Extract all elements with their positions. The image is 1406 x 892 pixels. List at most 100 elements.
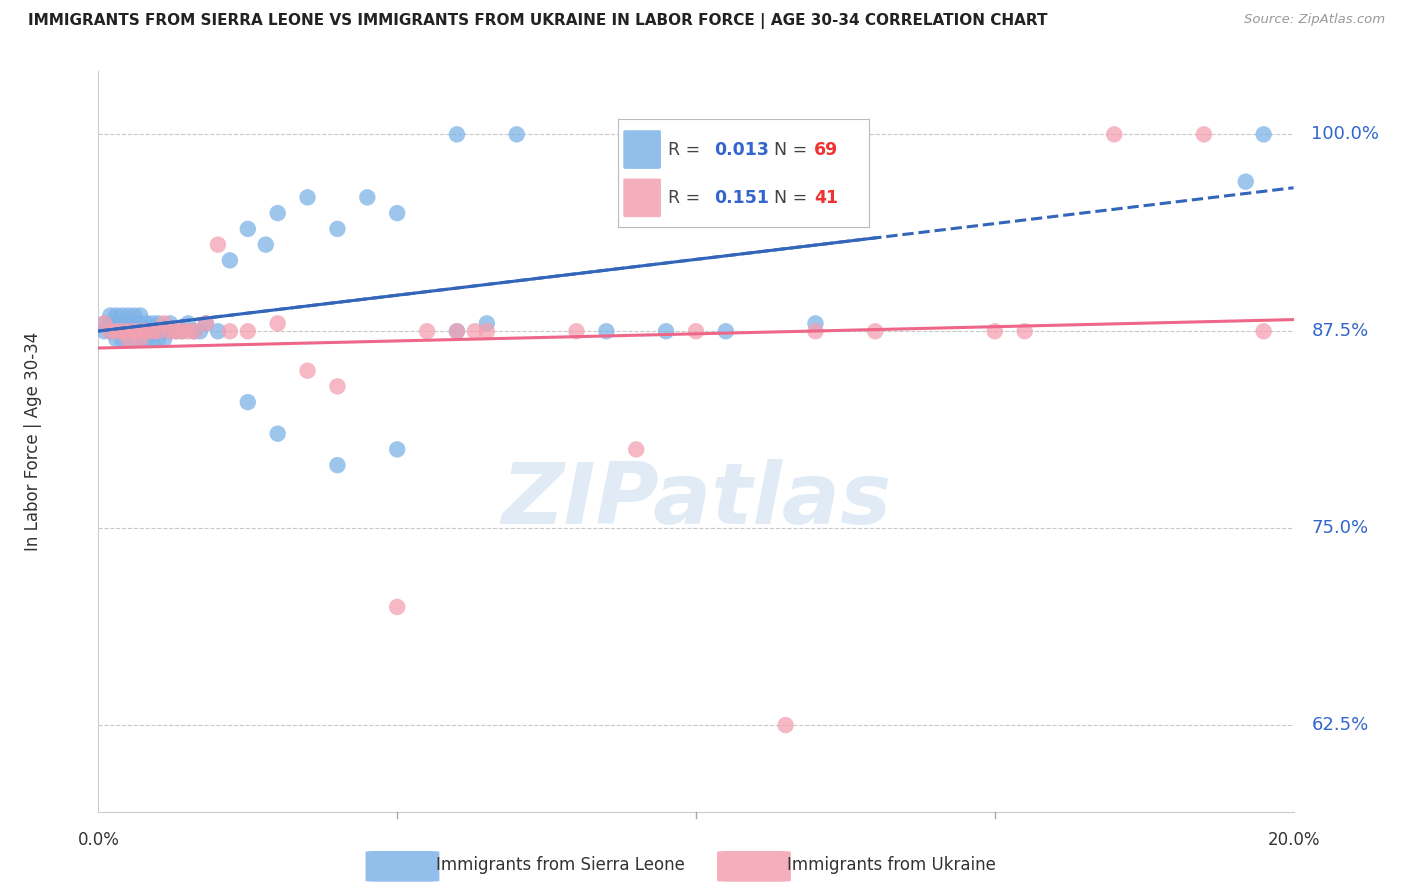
Text: R =: R =: [668, 189, 700, 207]
Point: [685, 324, 707, 338]
Point: [159, 324, 181, 338]
Point: [1104, 128, 1126, 142]
Point: [385, 206, 409, 220]
Point: [183, 324, 205, 338]
Point: [326, 222, 349, 236]
Text: In Labor Force | Age 30-34: In Labor Force | Age 30-34: [24, 332, 42, 551]
Point: [141, 317, 163, 331]
Point: [117, 324, 139, 338]
Text: Immigrants from Ukraine: Immigrants from Ukraine: [787, 856, 997, 874]
Point: [135, 332, 157, 346]
Point: [105, 324, 128, 338]
Point: [267, 426, 290, 441]
Point: [159, 317, 181, 331]
Point: [148, 317, 170, 331]
Point: [236, 324, 259, 338]
Point: [172, 324, 194, 338]
Point: [129, 324, 152, 338]
Point: [1014, 324, 1036, 338]
Text: 69: 69: [814, 141, 838, 159]
Point: [129, 324, 152, 338]
Text: Source: ZipAtlas.com: Source: ZipAtlas.com: [1244, 13, 1385, 27]
Point: [105, 324, 128, 338]
Point: [93, 317, 115, 331]
Point: [506, 128, 529, 142]
Text: N =: N =: [773, 189, 807, 207]
Point: [236, 222, 259, 236]
Point: [165, 324, 187, 338]
Point: [98, 309, 122, 323]
Point: [117, 324, 139, 338]
Point: [165, 324, 187, 338]
Point: [1192, 128, 1215, 142]
Point: [267, 206, 290, 220]
Point: [207, 237, 229, 252]
FancyBboxPatch shape: [623, 130, 661, 169]
Point: [148, 332, 170, 346]
Point: [124, 324, 146, 338]
Point: [153, 317, 176, 331]
Point: [446, 128, 468, 142]
Point: [297, 190, 319, 204]
Point: [117, 332, 139, 346]
Point: [475, 324, 498, 338]
Point: [117, 309, 139, 323]
Point: [804, 324, 827, 338]
Point: [159, 324, 181, 338]
Point: [356, 190, 378, 204]
Point: [1234, 175, 1257, 189]
Text: 75.0%: 75.0%: [1312, 519, 1368, 537]
Point: [135, 324, 157, 338]
Point: [385, 599, 409, 614]
Point: [475, 317, 498, 331]
Point: [117, 317, 139, 331]
Point: [297, 364, 319, 378]
Text: Immigrants from Sierra Leone: Immigrants from Sierra Leone: [436, 856, 685, 874]
Point: [446, 324, 468, 338]
Text: 100.0%: 100.0%: [1312, 126, 1379, 144]
Point: [111, 317, 134, 331]
Point: [446, 324, 468, 338]
Point: [194, 317, 218, 331]
Point: [177, 324, 200, 338]
Point: [111, 309, 134, 323]
Text: 0.0%: 0.0%: [77, 830, 120, 848]
Point: [219, 253, 242, 268]
Point: [153, 332, 176, 346]
Point: [183, 324, 205, 338]
Point: [416, 324, 439, 338]
Point: [326, 379, 349, 393]
Point: [98, 324, 122, 338]
Point: [129, 309, 152, 323]
Point: [93, 324, 115, 338]
FancyBboxPatch shape: [623, 178, 661, 217]
Point: [207, 324, 229, 338]
Point: [219, 324, 242, 338]
Point: [129, 332, 152, 346]
Point: [117, 324, 139, 338]
Point: [153, 324, 176, 338]
Text: 20.0%: 20.0%: [1267, 830, 1320, 848]
Point: [194, 317, 218, 331]
Point: [124, 332, 146, 346]
Point: [1253, 324, 1275, 338]
Point: [141, 332, 163, 346]
Point: [326, 458, 349, 472]
Point: [655, 324, 678, 338]
Point: [111, 324, 134, 338]
Point: [865, 324, 887, 338]
Text: IMMIGRANTS FROM SIERRA LEONE VS IMMIGRANTS FROM UKRAINE IN LABOR FORCE | AGE 30-: IMMIGRANTS FROM SIERRA LEONE VS IMMIGRAN…: [28, 13, 1047, 29]
Text: 87.5%: 87.5%: [1312, 322, 1368, 340]
Point: [188, 324, 211, 338]
Point: [111, 324, 134, 338]
Point: [93, 317, 115, 331]
Point: [135, 317, 157, 331]
Text: 0.013: 0.013: [714, 141, 769, 159]
Point: [105, 332, 128, 346]
Point: [148, 324, 170, 338]
Point: [135, 324, 157, 338]
Point: [129, 332, 152, 346]
Text: N =: N =: [773, 141, 807, 159]
Point: [148, 324, 170, 338]
Point: [385, 442, 409, 457]
